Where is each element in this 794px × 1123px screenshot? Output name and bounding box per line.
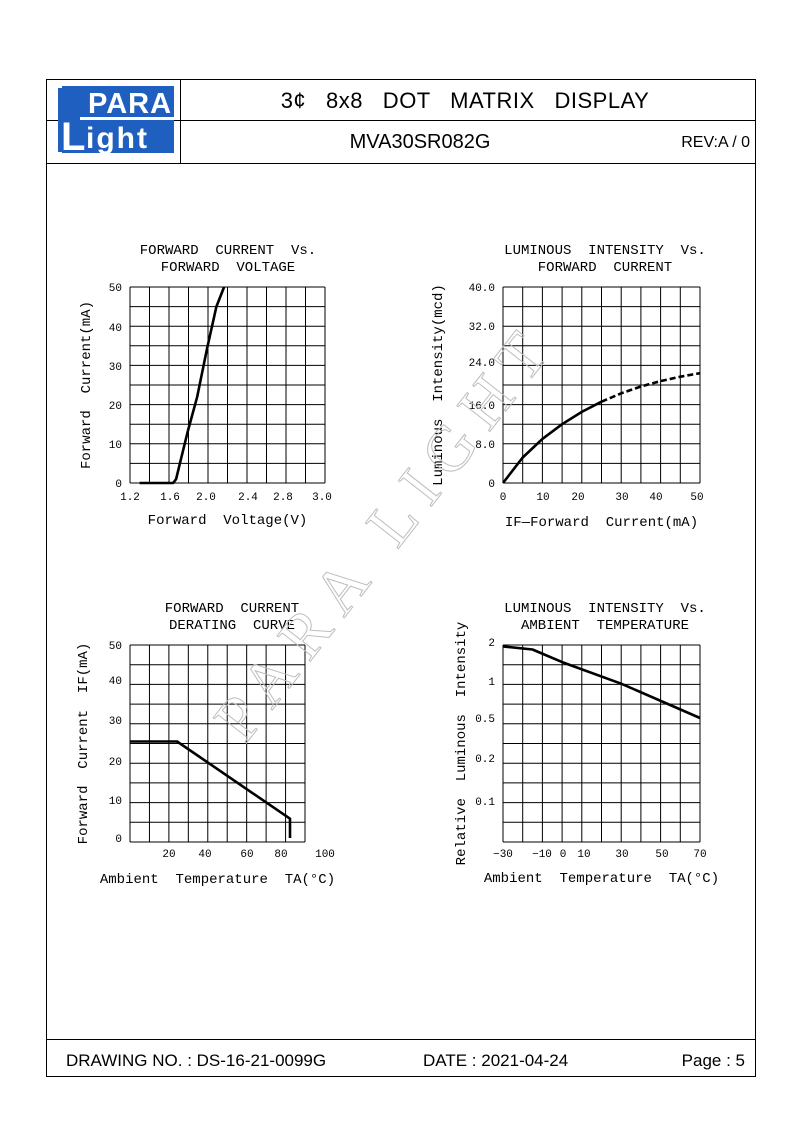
y-tick-label: 0 — [115, 834, 122, 846]
y-tick-label: 40 — [109, 676, 122, 688]
footer-top-line — [46, 1039, 756, 1040]
x-tick-label: 30 — [615, 849, 628, 861]
x-tick-label: 10 — [577, 849, 590, 861]
y-tick-label: 24.0 — [469, 358, 495, 370]
x-tick-label: 0 — [500, 492, 507, 504]
footer-date: DATE : 2021-04-24 — [423, 1051, 569, 1070]
chart-title: FORWARD CURRENT Vs. — [140, 243, 316, 259]
y-tick-label: 32.0 — [469, 322, 495, 334]
x-tick-label: 60 — [240, 849, 253, 861]
y-tick-label: 20 — [109, 401, 122, 413]
y-tick-label: 8.0 — [475, 440, 495, 452]
y-tick-label: 10 — [109, 440, 122, 452]
y-tick-label: 40.0 — [469, 283, 495, 295]
y-tick-label: 30 — [109, 362, 122, 374]
header-logo-divider — [180, 79, 181, 163]
logo-l-letter: L — [61, 115, 85, 156]
x-axis-label: Ambient Temperature TA(°C) — [484, 871, 719, 887]
x-tick-label: 80 — [274, 849, 287, 861]
y-tick-label: 0.2 — [475, 754, 495, 766]
x-tick-label: 100 — [315, 849, 335, 861]
chart-title: FORWARD CURRENT — [165, 601, 299, 617]
y-tick-label: 30 — [109, 716, 122, 728]
x-axis-label: Forward Voltage(V) — [148, 513, 308, 529]
y-axis-label: Relative Luminous Intensity — [454, 622, 470, 866]
document-title: 3¢ 8x8 DOT MATRIX DISPLAY — [280, 88, 650, 113]
y-tick-label: 10 — [109, 796, 122, 808]
x-tick-label: 2.0 — [196, 492, 216, 504]
x-tick-label: 2.8 — [273, 492, 293, 504]
y-tick-label: 50 — [109, 283, 122, 295]
series-line-dashed — [600, 371, 701, 403]
y-tick-label: 2 — [488, 638, 495, 650]
x-tick-label: 50 — [690, 492, 703, 504]
header-divider — [46, 120, 756, 121]
x-tick-label: 20 — [571, 492, 584, 504]
chart-title: LUMINOUS INTENSITY Vs. — [504, 243, 706, 259]
x-tick-label: 40 — [198, 849, 211, 861]
y-tick-label: 0 — [488, 479, 495, 491]
page-frame — [46, 79, 756, 1077]
y-tick-label: 1 — [488, 677, 495, 689]
chart-title: FORWARD CURRENT — [538, 260, 672, 276]
x-tick-label: 50 — [655, 849, 668, 861]
chart-title: DERATING CURVE — [169, 618, 295, 634]
y-tick-label: 40 — [109, 323, 122, 335]
series-line — [501, 400, 603, 484]
y-axis-label: Luminous Intensity(mcd) — [431, 284, 447, 486]
para-light-logo: PARA L ight — [58, 86, 174, 156]
y-tick-label: 0.1 — [475, 797, 495, 809]
revision: REV:A / 0 — [681, 134, 750, 151]
x-tick-label: −10 — [532, 849, 552, 861]
header-bottom-line — [46, 163, 756, 164]
x-tick-label: 10 — [536, 492, 549, 504]
x-tick-label: 0 — [560, 849, 567, 861]
y-tick-label: 16.0 — [469, 401, 495, 413]
x-axis-label: IF—Forward Current(mA) — [505, 515, 698, 531]
model-number: MVA30SR082G — [349, 131, 491, 153]
y-tick-label: 0 — [115, 479, 122, 491]
y-tick-label: 20 — [109, 757, 122, 769]
chart-title: AMBIENT TEMPERATURE — [521, 618, 689, 634]
chart-title: FORWARD VOLTAGE — [161, 260, 295, 276]
y-axis-label: Forward Current(mA) — [79, 301, 95, 469]
x-tick-label: 2.4 — [238, 492, 258, 504]
x-axis-label: Ambient Temperature TA(°C) — [100, 872, 335, 888]
x-tick-label: 1.6 — [160, 492, 180, 504]
y-axis-label: Forward Current IF(mA) — [76, 643, 92, 845]
x-tick-label: 3.0 — [312, 492, 332, 504]
page-number: Page : 5 — [681, 1051, 745, 1070]
x-tick-label: −30 — [493, 849, 513, 861]
series-line — [130, 740, 292, 838]
x-tick-label: 20 — [162, 849, 175, 861]
y-tick-label: 50 — [109, 641, 122, 653]
chart-title: LUMINOUS INTENSITY Vs. — [504, 601, 706, 617]
series-line — [502, 645, 701, 720]
x-tick-label: 70 — [693, 849, 706, 861]
drawing-number: DRAWING NO. : DS-16-21-0099G — [66, 1051, 327, 1070]
logo-top-text: PARA — [88, 88, 172, 120]
series-line — [139, 286, 226, 485]
x-tick-label: 1.2 — [120, 492, 140, 504]
logo-bottom-text: ight — [86, 122, 149, 155]
logo-graphic: PARA L ight — [58, 86, 174, 156]
x-tick-label: 30 — [615, 492, 628, 504]
x-tick-label: 40 — [649, 492, 662, 504]
y-tick-label: 0.5 — [475, 714, 495, 726]
